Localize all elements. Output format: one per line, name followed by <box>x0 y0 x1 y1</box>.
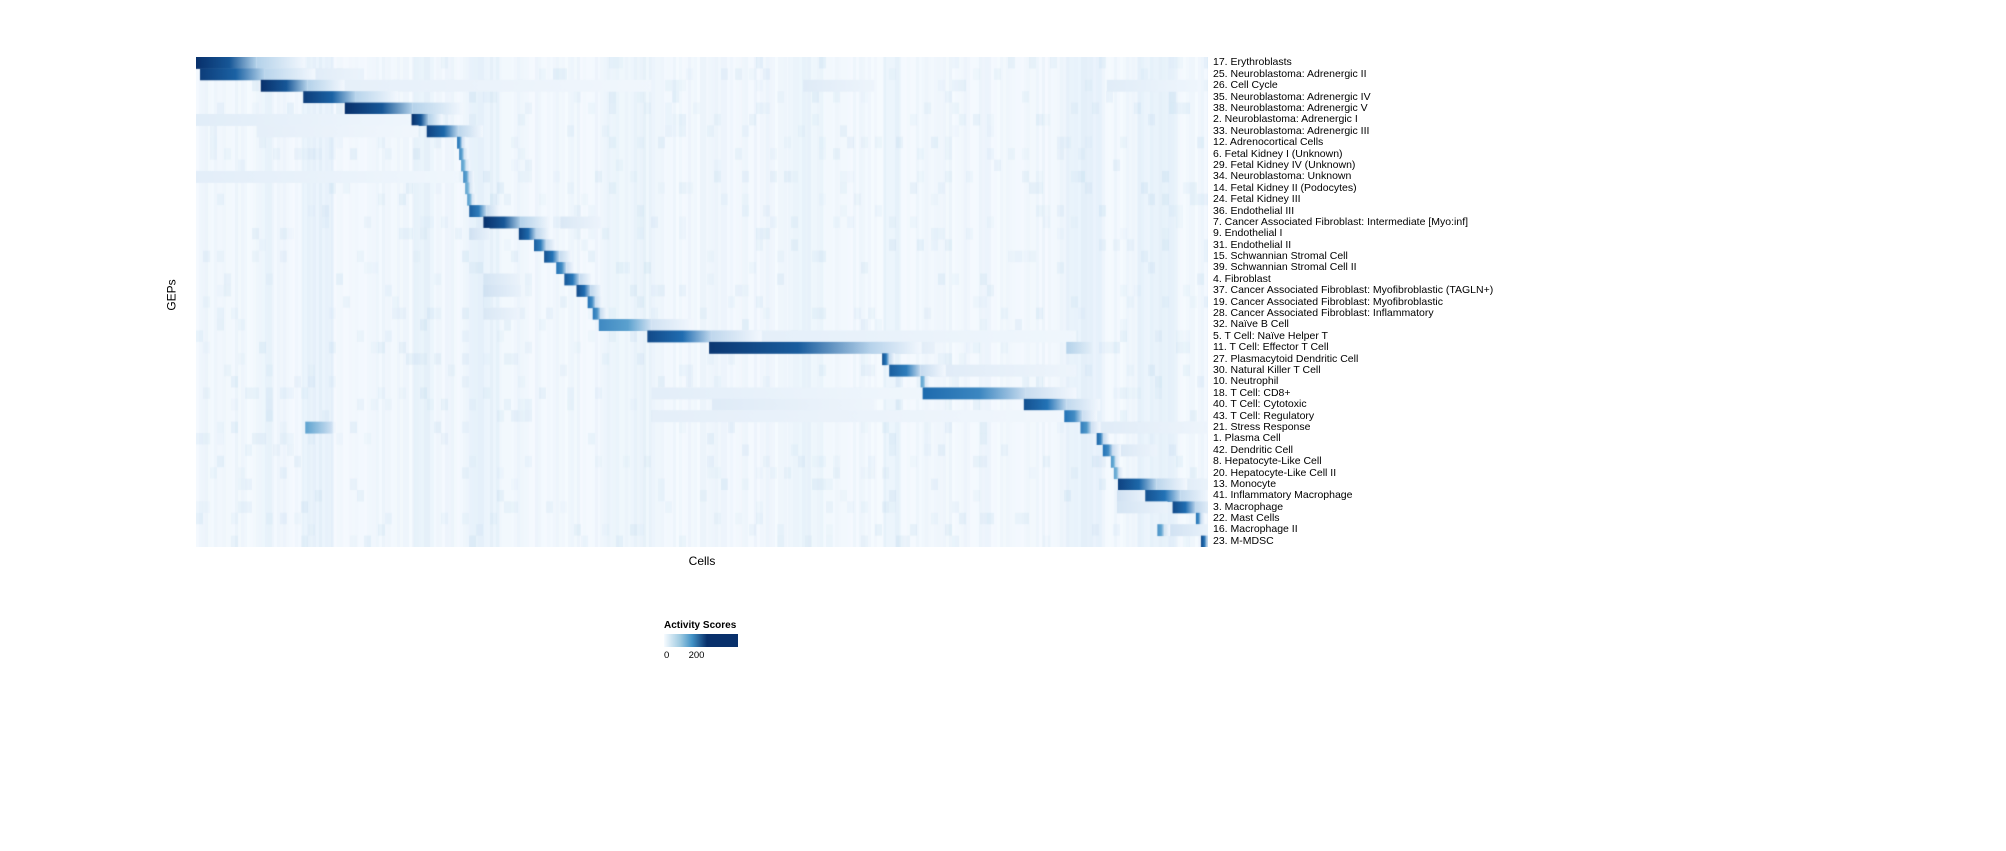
row-label: 15. Schwannian Stromal Cell <box>1213 250 1348 263</box>
row-label: 31. Endothelial II <box>1213 238 1292 251</box>
row-label: 24. Fetal Kidney III <box>1213 193 1301 206</box>
row-label: 39. Schwannian Stromal Cell II <box>1213 261 1357 274</box>
heatmap-canvas <box>196 57 1208 547</box>
colorbar-legend: Activity Scores 0 200 <box>664 620 754 663</box>
row-label: 41. Inflammatory Macrophage <box>1213 489 1353 502</box>
row-label: 21. Stress Response <box>1213 420 1311 433</box>
row-label: 25. Neuroblastoma: Adrenergic II <box>1213 67 1367 80</box>
row-label: 6. Fetal Kidney I (Unknown) <box>1213 147 1343 160</box>
row-label: 35. Neuroblastoma: Adrenergic IV <box>1213 90 1371 103</box>
legend-tick-max: 200 <box>688 650 705 661</box>
row-label: 22. Mast Cells <box>1213 512 1280 525</box>
row-label: 7. Cancer Associated Fibroblast: Interme… <box>1213 215 1469 228</box>
row-label: 12. Adrenocortical Cells <box>1213 136 1324 149</box>
row-label: 38. Neuroblastoma: Adrenergic V <box>1213 102 1368 114</box>
legend-gradient-bar <box>664 634 738 647</box>
x-axis-label: Cells <box>688 554 716 568</box>
y-axis-label: GEPs <box>164 279 179 311</box>
row-label: 34. Neuroblastoma: Unknown <box>1213 170 1352 183</box>
row-label: 23. M-MDSC <box>1213 534 1274 547</box>
row-label: 26. Cell Cycle <box>1213 79 1278 92</box>
row-label: 42. Dendritic Cell <box>1213 443 1293 456</box>
row-label: 43. T Cell: Regulatory <box>1213 409 1315 422</box>
row-label: 16. Macrophage II <box>1213 523 1298 536</box>
row-label: 40. T Cell: Cytotoxic <box>1213 398 1307 411</box>
row-label: 14. Fetal Kidney II (Podocytes) <box>1213 181 1357 194</box>
row-label: 29. Fetal Kidney IV (Unknown) <box>1213 158 1356 171</box>
row-label: 17. Erythroblasts <box>1213 56 1292 69</box>
row-label: 37. Cancer Associated Fibroblast: Myofib… <box>1213 284 1494 297</box>
row-label: 9. Endothelial I <box>1213 227 1283 240</box>
row-label: 1. Plasma Cell <box>1213 432 1281 445</box>
legend-tick-min: 0 <box>664 650 670 661</box>
heatmap-plot-area <box>196 57 1208 547</box>
row-label: 3. Macrophage <box>1213 500 1284 513</box>
row-label: 28. Cancer Associated Fibroblast: Inflam… <box>1213 307 1434 320</box>
row-label: 19. Cancer Associated Fibroblast: Myofib… <box>1213 295 1443 308</box>
row-label: 32. Naïve B Cell <box>1213 318 1289 331</box>
row-label: 5. T Cell: Naïve Helper T <box>1213 329 1328 342</box>
row-label: 27. Plasmacytoid Dendritic Cell <box>1213 352 1359 365</box>
legend-title: Activity Scores <box>664 620 737 631</box>
row-label: 10. Neutrophil <box>1213 375 1279 388</box>
legend-ticks: 0 200 <box>664 650 738 663</box>
row-label: 13. Monocyte <box>1213 477 1277 490</box>
row-label: 4. Fibroblast <box>1213 272 1271 285</box>
row-label: 20. Hepatocyte-Like Cell II <box>1213 466 1337 479</box>
row-label: 18. T Cell: CD8+ <box>1213 386 1291 399</box>
row-label: 33. Neuroblastoma: Adrenergic III <box>1213 124 1370 137</box>
row-labels: 17. Erythroblasts 25. Neuroblastoma: Adre… <box>1213 57 1813 547</box>
row-label: 11. T Cell: Effector T Cell <box>1213 341 1329 354</box>
row-label: 8. Hepatocyte-Like Cell <box>1213 455 1322 468</box>
row-label: 30. Natural Killer T Cell <box>1213 363 1321 376</box>
row-label: 36. Endothelial III <box>1213 204 1295 217</box>
row-label: 2. Neuroblastoma: Adrenergic I <box>1213 113 1358 126</box>
